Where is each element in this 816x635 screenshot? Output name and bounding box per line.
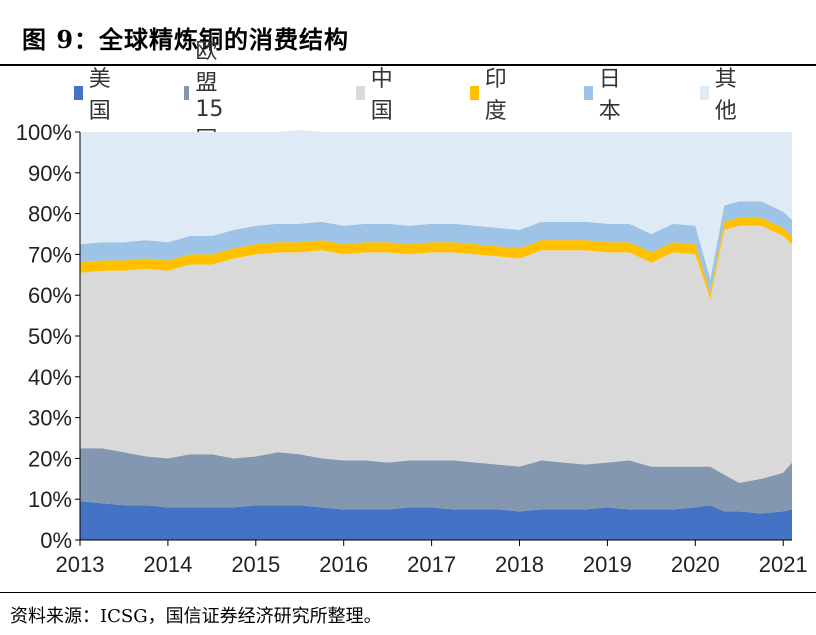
legend-swatch-other <box>700 86 709 100</box>
area-series-5 <box>80 130 792 279</box>
legend-swatch-eu15 <box>184 86 190 100</box>
y-tick-label: 40% <box>28 365 72 390</box>
x-tick-label: 2019 <box>583 552 632 577</box>
stacked-area-chart: 0% 10% 20% 30% 40% 50% 60% 70% 80% 90% 100% 2013 201… <box>16 120 808 577</box>
y-tick-label: 100% <box>16 120 72 145</box>
area-series-0 <box>80 501 792 540</box>
legend-item-japan: 日本 <box>584 67 626 124</box>
y-tick-label: 10% <box>28 487 72 512</box>
legend-label-other: 其他 <box>714 67 737 124</box>
y-tick-label: 30% <box>28 406 72 431</box>
legend-item-eu15: 欧盟15国 <box>184 39 232 153</box>
legend-swatch-india <box>470 86 479 100</box>
y-tick-label: 90% <box>28 161 72 186</box>
x-tick-label: 2014 <box>143 552 192 577</box>
area-series-2 <box>80 225 792 483</box>
legend-label-japan: 日本 <box>598 67 621 124</box>
legend-swatch-us <box>74 86 83 100</box>
chart-title: 图 9：全球精炼铜的消费结构 <box>22 25 350 54</box>
title-rule <box>0 64 816 66</box>
y-tick-label: 60% <box>28 283 72 308</box>
legend-item-other: 其他 <box>700 67 742 124</box>
y-tick-label: 70% <box>28 242 72 267</box>
legend-item-us: 美国 <box>74 67 116 124</box>
legend-label-india: 印度 <box>484 67 507 124</box>
legend-item-china: 中国 <box>356 67 398 124</box>
area-series-4 <box>80 201 792 294</box>
x-tick-label: 2016 <box>319 552 368 577</box>
x-tick-label: 2013 <box>56 552 105 577</box>
y-tick-label: 50% <box>28 324 72 349</box>
legend-label-china: 中国 <box>370 67 393 124</box>
x-tick-label: 2017 <box>407 552 456 577</box>
source-rule <box>0 592 816 593</box>
x-tick-label: 2021 <box>759 552 808 577</box>
y-tick-label: 20% <box>28 446 72 471</box>
y-tick-label: 80% <box>28 202 72 227</box>
legend-label-us: 美国 <box>88 67 111 124</box>
x-tick-label: 2015 <box>231 552 280 577</box>
area-series-1 <box>80 448 792 514</box>
x-tick-label: 2018 <box>495 552 544 577</box>
legend-swatch-china <box>356 86 365 100</box>
y-tick-label: 0% <box>40 528 72 553</box>
source-note: 资料来源：ICSG，国信证券经济研究所整理。 <box>10 606 382 627</box>
x-tick-label: 2020 <box>671 552 720 577</box>
area-series-3 <box>80 217 792 300</box>
legend-item-india: 印度 <box>470 67 512 124</box>
legend-swatch-japan <box>584 86 593 100</box>
